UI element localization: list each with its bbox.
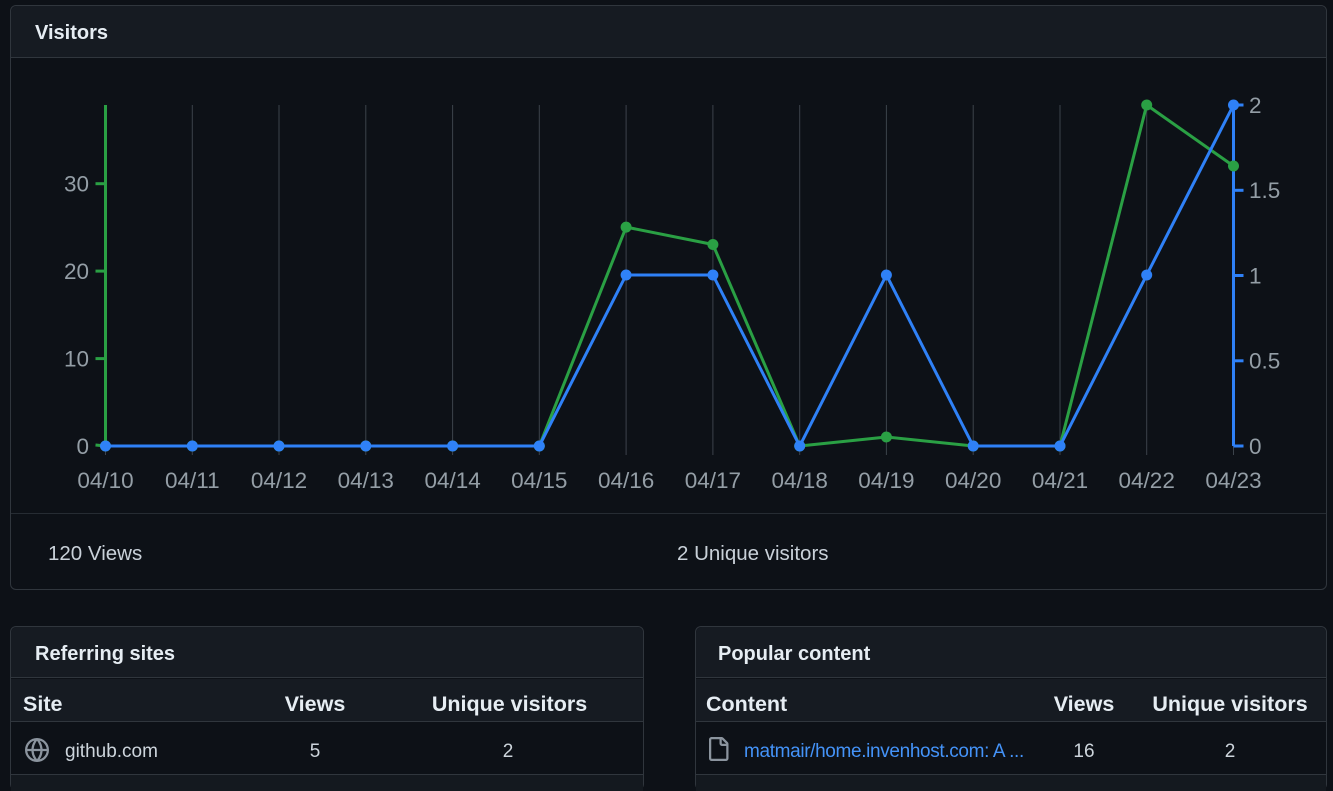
svg-text:0.5: 0.5 <box>1249 349 1280 374</box>
svg-text:04/19: 04/19 <box>858 468 914 493</box>
svg-text:04/23: 04/23 <box>1205 468 1261 493</box>
svg-text:2: 2 <box>1249 93 1262 118</box>
svg-text:04/22: 04/22 <box>1119 468 1175 493</box>
svg-text:04/17: 04/17 <box>685 468 741 493</box>
svg-text:04/21: 04/21 <box>1032 468 1088 493</box>
svg-text:1.5: 1.5 <box>1249 178 1280 203</box>
svg-text:30: 30 <box>64 172 89 197</box>
svg-text:04/12: 04/12 <box>251 468 307 493</box>
svg-text:04/20: 04/20 <box>945 468 1001 493</box>
svg-text:04/14: 04/14 <box>424 468 480 493</box>
svg-text:0: 0 <box>1249 434 1262 459</box>
svg-text:1: 1 <box>1249 263 1262 288</box>
svg-text:04/11: 04/11 <box>165 468 220 493</box>
svg-text:0: 0 <box>76 434 89 459</box>
svg-text:04/10: 04/10 <box>77 468 133 493</box>
svg-text:04/16: 04/16 <box>598 468 654 493</box>
svg-text:10: 10 <box>64 346 89 371</box>
svg-text:20: 20 <box>64 259 89 284</box>
svg-text:04/15: 04/15 <box>511 468 567 493</box>
svg-text:04/18: 04/18 <box>772 468 828 493</box>
svg-text:04/13: 04/13 <box>338 468 394 493</box>
